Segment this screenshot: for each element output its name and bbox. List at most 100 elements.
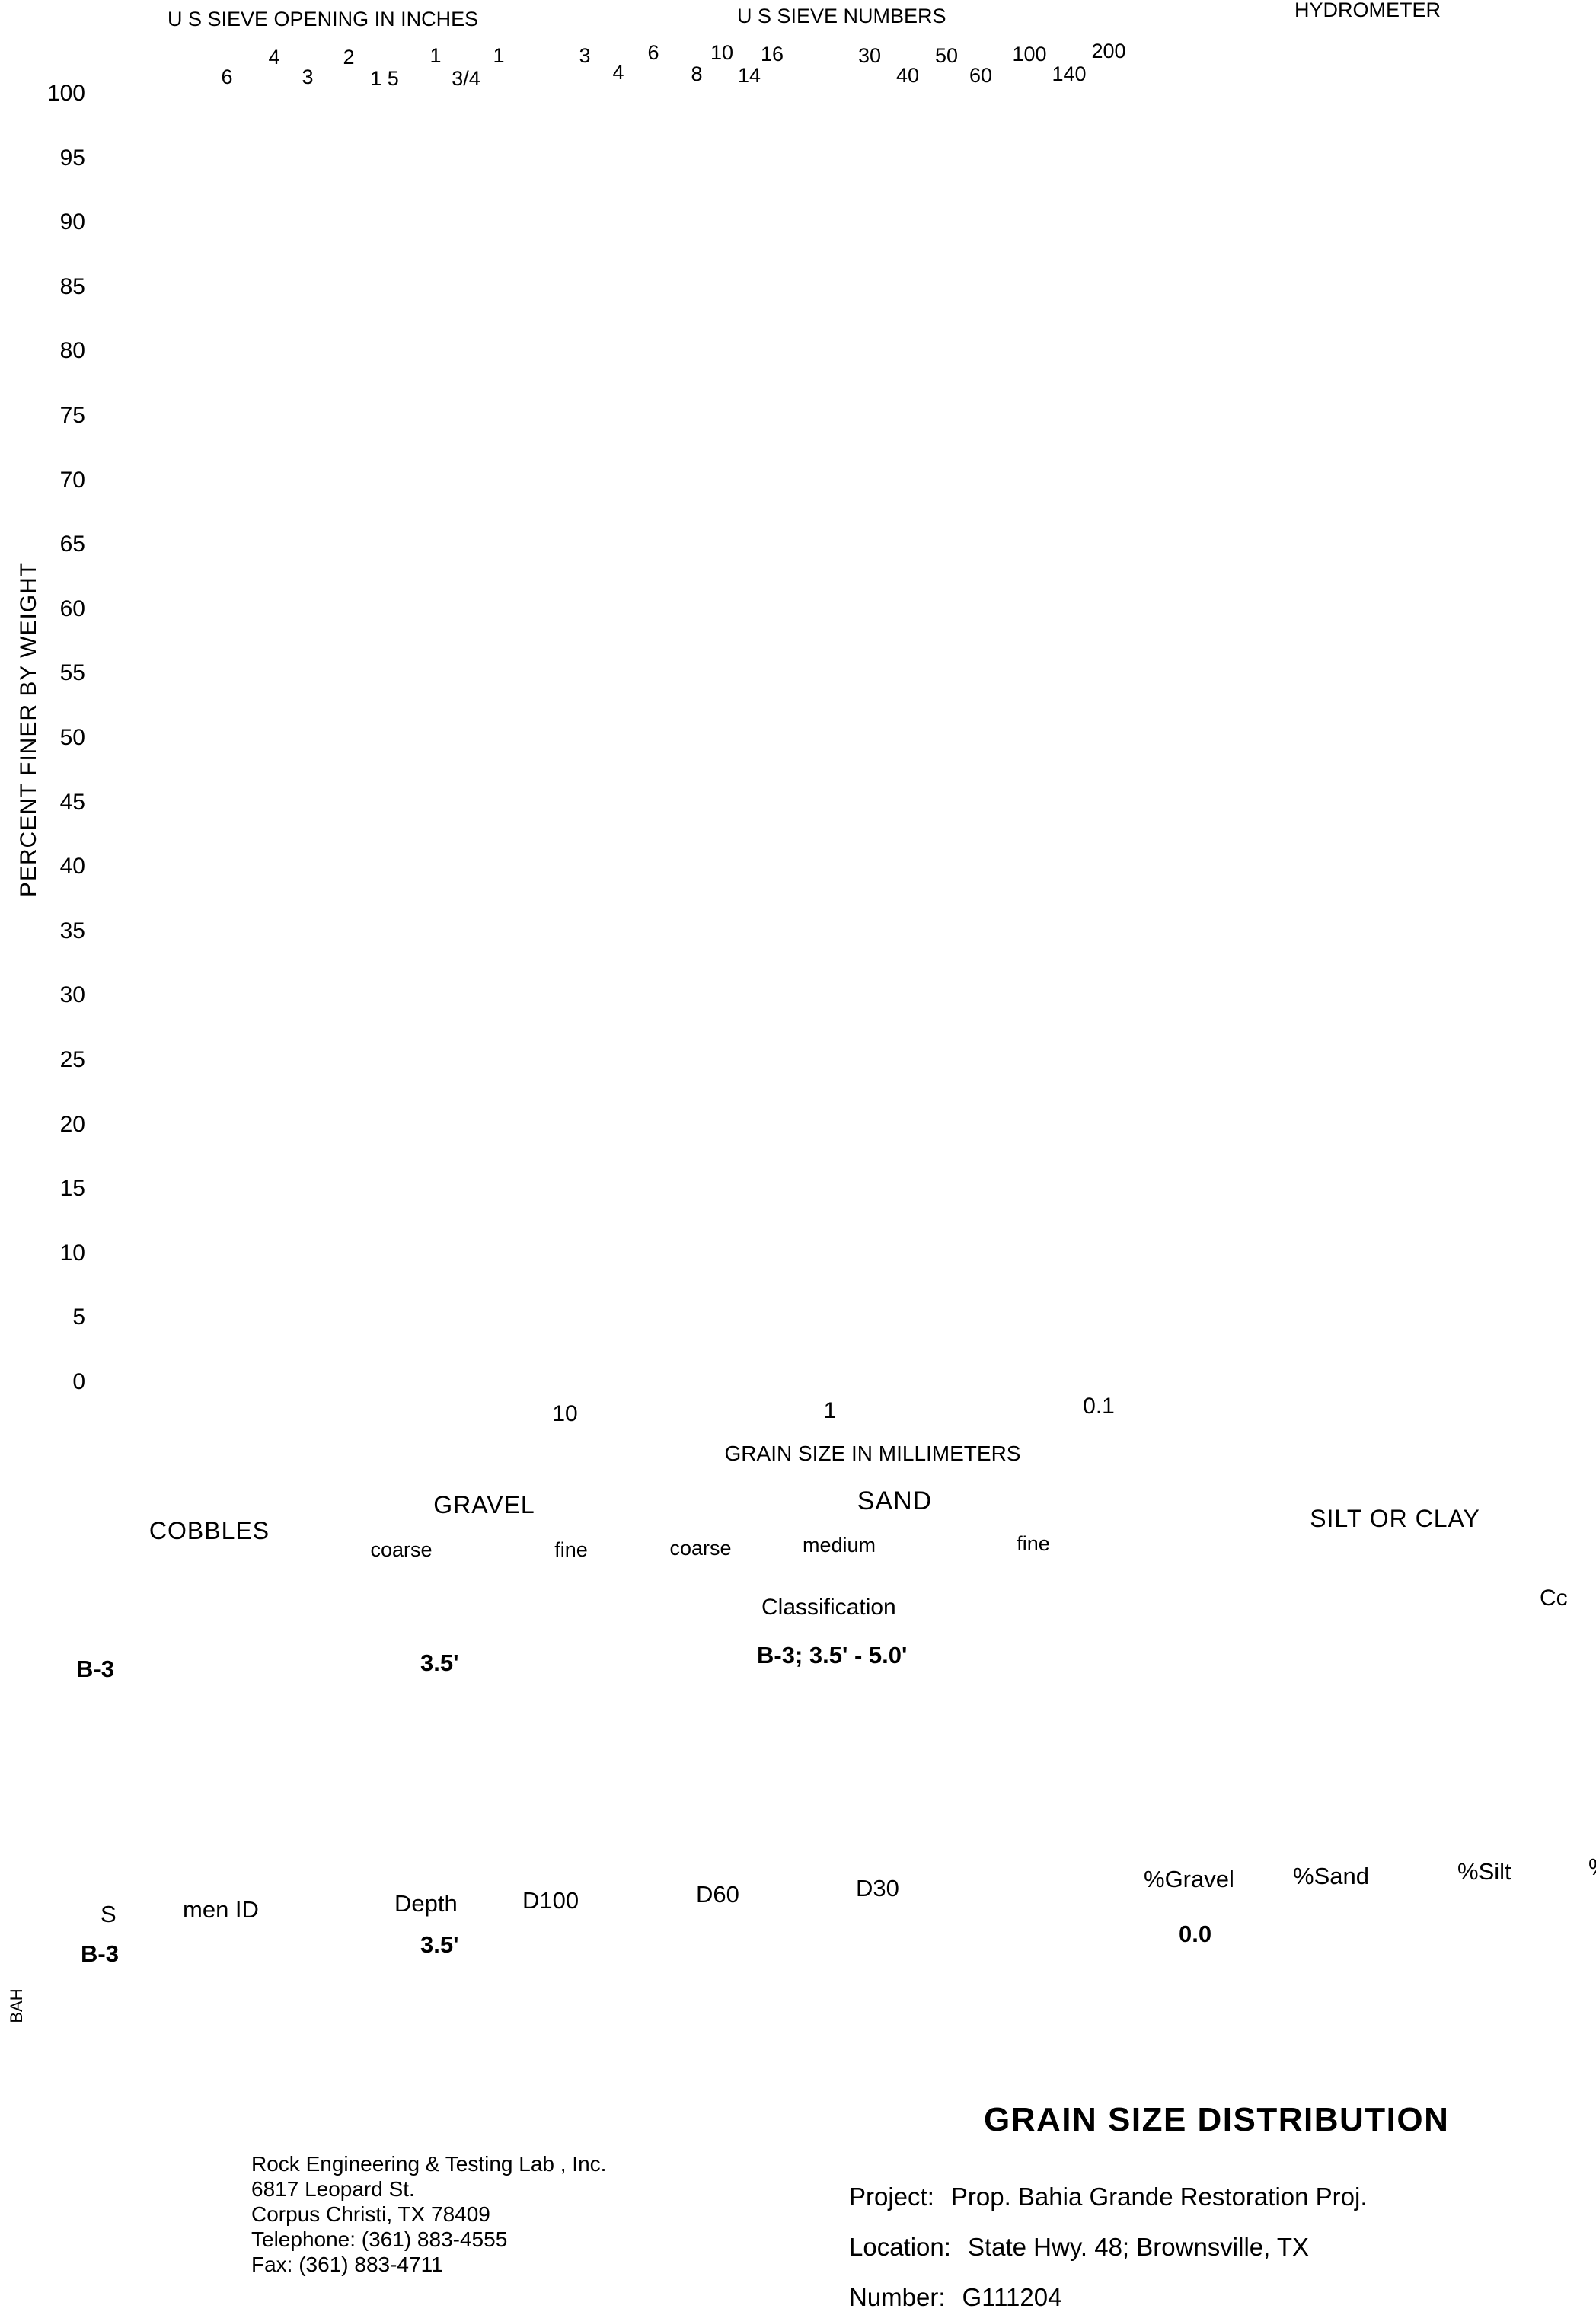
sieve-opening-label-0: 6	[221, 65, 233, 88]
sieve-number-label-5: 14	[737, 64, 761, 87]
sieve-opening-label-7: 1	[493, 44, 505, 67]
sieve-opening-label-5: 1	[429, 44, 442, 67]
location-value: State Hwy. 48; Brownsville, TX	[967, 2233, 1310, 2261]
sieve-number-label-9: 50	[934, 44, 959, 67]
hydrometer-header: HYDROMETER	[1294, 0, 1441, 21]
company-line-4: Fax: (361) 883-4711	[251, 2253, 443, 2276]
spec-table-header-5: D30	[856, 1875, 899, 1901]
sieve-number-label-10: 60	[969, 64, 993, 87]
sieve-number-label-7: 30	[857, 44, 882, 67]
x-axis-title: GRAIN SIZE IN MILLIMETERS	[724, 1442, 1021, 1465]
sieve-number-label-6: 16	[760, 43, 784, 65]
band-sand-fine: fine	[1017, 1532, 1050, 1555]
location-label: Location:	[849, 2233, 951, 2261]
spec-table-header-6: %Gravel	[1144, 1866, 1234, 1892]
company-line-2: Corpus Christi, TX 78409	[251, 2202, 490, 2226]
y-tick-12: 40	[59, 854, 85, 880]
spec-table-header-0: S	[101, 1901, 117, 1927]
y-tick-1: 95	[59, 145, 85, 171]
sieve-number-label-4: 10	[710, 41, 734, 64]
band-gravel-coarse: coarse	[370, 1538, 433, 1561]
band-gravel-fine: fine	[554, 1538, 588, 1561]
y-tick-3: 85	[59, 273, 85, 299]
sieve-number-label-3: 8	[691, 62, 703, 85]
spec-table-header-3: D100	[522, 1887, 579, 1914]
project-label: Project:	[849, 2182, 934, 2211]
x-tick-1: 1	[823, 1398, 837, 1423]
x-tick-0: 10	[552, 1401, 578, 1426]
y-tick-15: 25	[59, 1047, 85, 1072]
project-row: Project: Prop. Bahia Grande Restoration P…	[849, 2182, 1368, 2211]
band-sand-medium: medium	[802, 1534, 876, 1557]
us-sieve-opening-header: U S SIEVE OPENING IN INCHES	[168, 8, 479, 30]
sieve-opening-label-6: 3/4	[452, 67, 480, 90]
spec-table-header-2: Depth	[394, 1890, 458, 1917]
cc-header: Cc	[1540, 1585, 1568, 1611]
company-line-1: 6817 Leopard St.	[251, 2177, 415, 2201]
x-tick-2: 0.1	[1083, 1394, 1115, 1419]
band-sand: SAND	[857, 1486, 933, 1515]
band-cobbles: COBBLES	[148, 1517, 270, 1544]
band-silt-or-clay: SILT OR CLAY	[1310, 1505, 1480, 1532]
y-tick-14: 30	[59, 982, 85, 1008]
sieve-number-label-11: 100	[1012, 43, 1047, 65]
y-tick-11: 45	[59, 789, 85, 815]
sieve-number-label-1: 4	[612, 61, 624, 84]
sieve-number-label-13: 200	[1091, 40, 1126, 62]
band-sand-coarse: coarse	[669, 1537, 732, 1560]
report-title: GRAIN SIZE DISTRIBUTION	[984, 2101, 1450, 2138]
y-tick-19: 5	[72, 1304, 85, 1330]
y-tick-8: 60	[59, 596, 85, 621]
band-gravel: GRAVEL	[433, 1491, 535, 1518]
classification-depth: 3.5'	[420, 1649, 459, 1676]
y-tick-18: 10	[59, 1240, 85, 1266]
sieve-number-label-2: 6	[647, 41, 659, 64]
y-tick-6: 70	[59, 467, 85, 493]
spec-table-header-8: %Silt	[1457, 1858, 1511, 1885]
company-line-3: Telephone: (361) 883-4555	[251, 2227, 508, 2251]
y-tick-7: 65	[59, 532, 85, 557]
spec-table-cell-1: 3.5'	[420, 1931, 459, 1958]
classification-header: Classification	[761, 1595, 896, 1620]
y-tick-9: 55	[59, 660, 85, 686]
y-tick-20: 0	[72, 1369, 85, 1394]
number-label: Number:	[849, 2283, 946, 2311]
spec-table-cell-0: B-3	[81, 1940, 119, 1967]
y-tick-10: 50	[59, 725, 85, 750]
y-tick-16: 20	[59, 1111, 85, 1137]
sieve-opening-label-3: 2	[343, 46, 355, 69]
y-tick-5: 75	[59, 403, 85, 428]
location-row: Location: State Hwy. 48; Brownsville, TX	[849, 2233, 1309, 2262]
company-line-0: Rock Engineering & Testing Lab , Inc.	[251, 2152, 607, 2176]
spec-table-header-9: %Cl	[1588, 1855, 1596, 1879]
sieve-opening-label-4: 1 5	[370, 67, 399, 90]
classification-specimen: B-3	[76, 1656, 114, 1682]
us-sieve-numbers-header: U S SIEVE NUMBERS	[737, 5, 946, 27]
y-tick-0: 100	[46, 81, 85, 106]
y-tick-4: 80	[59, 338, 85, 364]
classification-value: B-3; 3.5' - 5.0'	[757, 1642, 908, 1668]
y-tick-17: 15	[59, 1176, 85, 1202]
spec-table-header-1: men ID	[183, 1896, 259, 1923]
number-value: G111204	[962, 2283, 1062, 2311]
sieve-number-label-0: 3	[579, 44, 591, 67]
sieve-opening-label-2: 3	[302, 65, 314, 88]
spec-table-cell-2: 0.0	[1179, 1921, 1212, 1947]
number-row: Number: G111204	[849, 2283, 1061, 2312]
sieve-number-label-12: 140	[1052, 62, 1087, 85]
sieve-opening-label-1: 4	[268, 46, 280, 69]
spec-table-header-4: D60	[696, 1881, 739, 1908]
y-tick-2: 90	[59, 209, 85, 235]
spec-table-header-7: %Sand	[1293, 1863, 1369, 1889]
sieve-number-label-8: 40	[895, 64, 920, 87]
y-tick-13: 35	[59, 918, 85, 944]
project-value: Prop. Bahia Grande Restoration Proj.	[950, 2182, 1368, 2211]
